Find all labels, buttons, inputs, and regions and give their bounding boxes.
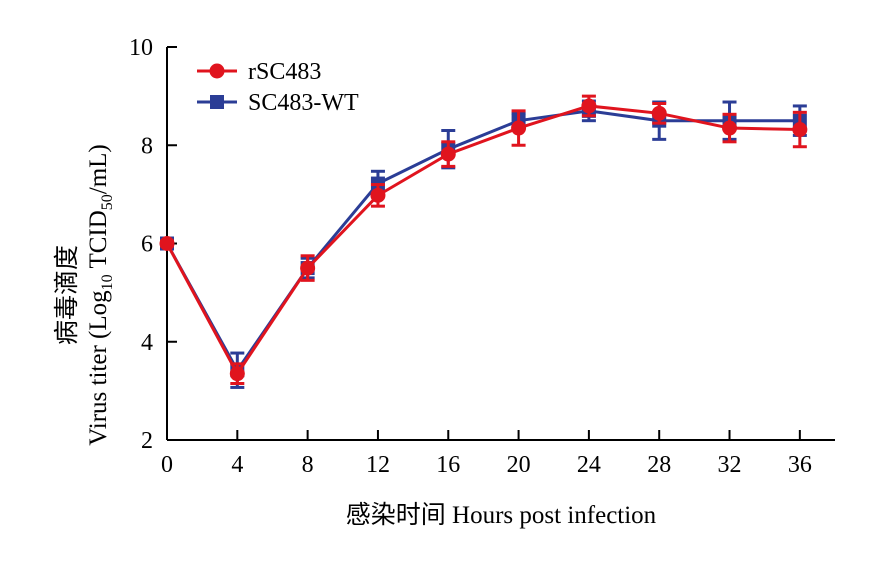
x-tick-label: 20	[507, 452, 531, 478]
x-tick-label: 24	[577, 452, 601, 478]
y-label-post: /mL)	[85, 144, 112, 194]
series-layer	[159, 94, 808, 389]
series-line	[165, 104, 800, 377]
y-tick-label: 8	[141, 133, 153, 159]
data-point	[300, 260, 316, 276]
x-axis-label: 感染时间 Hours post infection	[346, 501, 657, 529]
data-point	[159, 236, 175, 251]
legend-marker	[210, 95, 224, 109]
y-axis-label-line2: Virus titer (Log10 TCID50/mL)	[85, 144, 116, 446]
y-tick-label: 4	[141, 330, 153, 356]
data-point	[229, 366, 245, 382]
y-tick-label: 10	[129, 35, 153, 61]
data-point	[792, 122, 808, 138]
x-tick-label: 0	[161, 452, 173, 478]
series-rsc483	[159, 94, 808, 386]
y-label-sub-50: 50	[99, 194, 116, 210]
x-tick-label: 28	[647, 452, 671, 478]
legend-label: SC483-WT	[248, 90, 359, 116]
legend-label: rSC483	[248, 59, 321, 85]
data-point	[511, 120, 527, 136]
x-tick-label: 32	[718, 452, 742, 478]
y-label-pre: Virus titer (Log	[85, 290, 112, 446]
y-axis-label-line1: 病毒滴度	[53, 245, 81, 345]
y-label-mid: TCID	[85, 210, 112, 274]
series-line	[165, 109, 800, 374]
data-point	[440, 146, 456, 162]
legend-item: rSC483	[197, 59, 321, 85]
x-tick-label: 36	[788, 452, 812, 478]
legend-marker	[209, 63, 225, 79]
data-point	[722, 120, 738, 136]
x-tick-label: 12	[366, 452, 390, 478]
y-tick-label: 6	[141, 232, 153, 258]
x-tick-label: 4	[231, 452, 243, 478]
data-point	[581, 98, 597, 114]
x-tick-label: 8	[302, 452, 314, 478]
y-tick-label: 2	[141, 428, 153, 454]
data-point	[651, 105, 667, 121]
legend-item: SC483-WT	[197, 90, 359, 116]
data-point	[370, 187, 386, 203]
x-tick-label: 16	[436, 452, 460, 478]
y-axis-label: 病毒滴度 Virus titer (Log10 TCID50/mL)	[53, 144, 116, 446]
legend: rSC483 SC483-WT	[197, 59, 359, 116]
y-label-sub-10: 10	[99, 274, 116, 290]
